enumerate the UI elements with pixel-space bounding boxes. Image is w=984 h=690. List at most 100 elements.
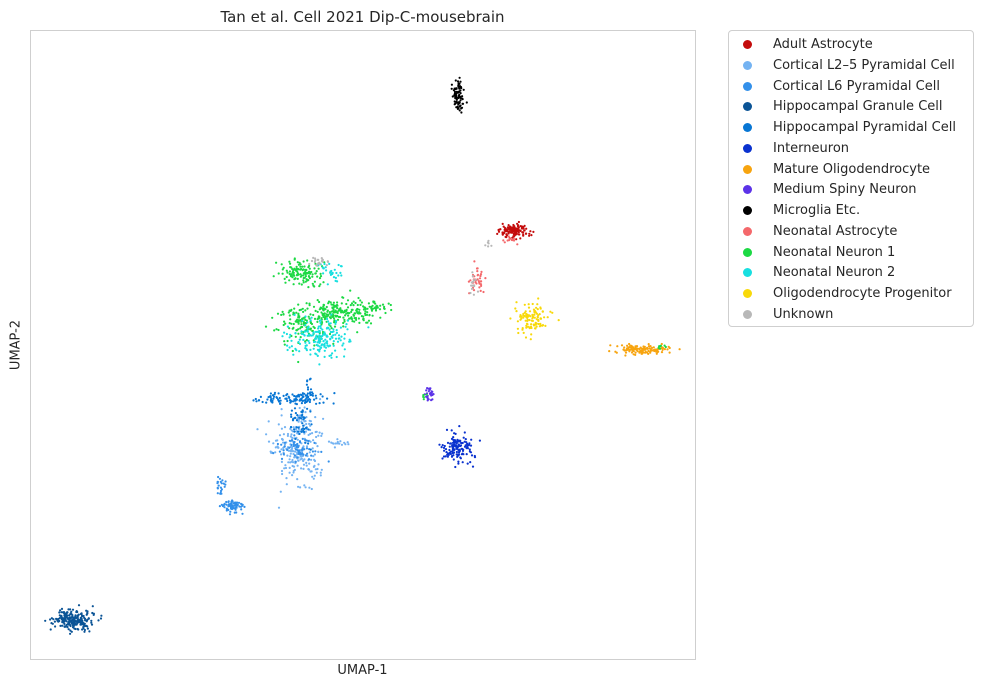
scatter-point [278,434,282,437]
scatter-point [350,302,354,305]
scatter-point [319,319,322,322]
scatter-point [285,275,288,279]
scatter-point [318,308,321,311]
scatter-point [283,320,286,323]
scatter-point [476,274,479,277]
scatter-point [336,311,339,315]
scatter-point [298,316,301,319]
scatter-point [216,492,219,495]
scatter-point [316,445,319,448]
scatter-point [508,239,511,242]
scatter-point [289,435,292,438]
scatter-point [338,442,341,445]
scatter-point [316,354,319,357]
scatter-point [456,105,459,108]
scatter-point [623,349,626,352]
scatter-point [279,402,282,405]
scatter-point [296,267,300,271]
scatter-point [646,347,649,350]
scatter-point [457,460,460,463]
scatter-point [479,280,483,283]
scatter-point [283,277,286,280]
scatter-point [280,427,283,430]
scatter-point [325,305,328,309]
scatter-point [293,258,296,261]
scatter-point [541,310,544,313]
scatter-point [294,412,297,415]
scatter-point [271,316,274,319]
scatter-point [452,440,456,443]
scatter-point [276,312,280,315]
scatter-point [324,308,327,311]
scatter-point [309,319,312,322]
scatter-point [286,339,289,343]
scatter-point [487,239,490,242]
scatter-point [523,303,526,306]
scatter-point [551,311,554,314]
scatter-point [310,316,313,319]
scatter-point [223,506,226,509]
scatter-point [510,231,513,234]
scatter-point [327,302,330,305]
scatter-point [456,80,460,83]
scatter-point [320,317,323,320]
scatter-point [219,489,223,493]
scatter-point [300,430,303,433]
scatter-point [314,272,317,275]
scatter-point [305,445,309,448]
scatter-point [70,612,73,616]
scatter-point [340,309,344,312]
scatter-point [658,345,661,348]
scatter-point [292,426,295,429]
scatter-point [319,398,322,401]
scatter-point [276,439,279,442]
scatter-point [90,619,93,622]
scatter-point [536,308,539,311]
scatter-point [228,513,232,516]
scatter-point [343,318,346,321]
scatter-point [286,432,290,436]
scatter-point [280,263,283,266]
scatter-point [331,271,334,275]
scatter-point [291,447,294,450]
scatter-point [371,314,374,317]
scatter-point [343,333,346,336]
scatter-point [278,450,281,453]
scatter-point [469,451,473,454]
scatter-point [450,83,453,86]
scatter-point [277,392,280,395]
scatter-point [644,351,647,354]
scatter-point [311,273,314,276]
scatter-point [468,443,471,446]
scatter-point [61,620,64,624]
scatter-point [480,270,483,273]
scatter-point [294,437,297,440]
scatter-point [469,279,472,282]
scatter-point [269,399,272,402]
scatter-point [289,426,293,429]
scatter-point [461,461,464,464]
scatter-point [271,401,274,404]
scatter-point [318,300,321,304]
scatter-point [342,325,345,328]
scatter-point [456,107,459,110]
scatter-point [315,270,318,273]
scatter-point [304,272,307,275]
scatter-point [626,344,629,347]
scatter-point [609,344,612,347]
scatter-point [286,434,289,437]
scatter-point [334,276,337,279]
scatter-point [453,103,456,106]
scatter-point [319,471,322,474]
scatter-point [333,268,336,271]
scatter-point [306,321,309,324]
scatter-point [316,320,319,323]
scatter-point [323,314,326,317]
scatter-point [91,611,94,615]
scatter-point [533,313,536,316]
scatter-point [630,351,634,354]
scatter-point [290,443,293,447]
scatter-point [282,452,285,455]
scatter-point [527,306,531,309]
scatter-point [647,345,651,348]
